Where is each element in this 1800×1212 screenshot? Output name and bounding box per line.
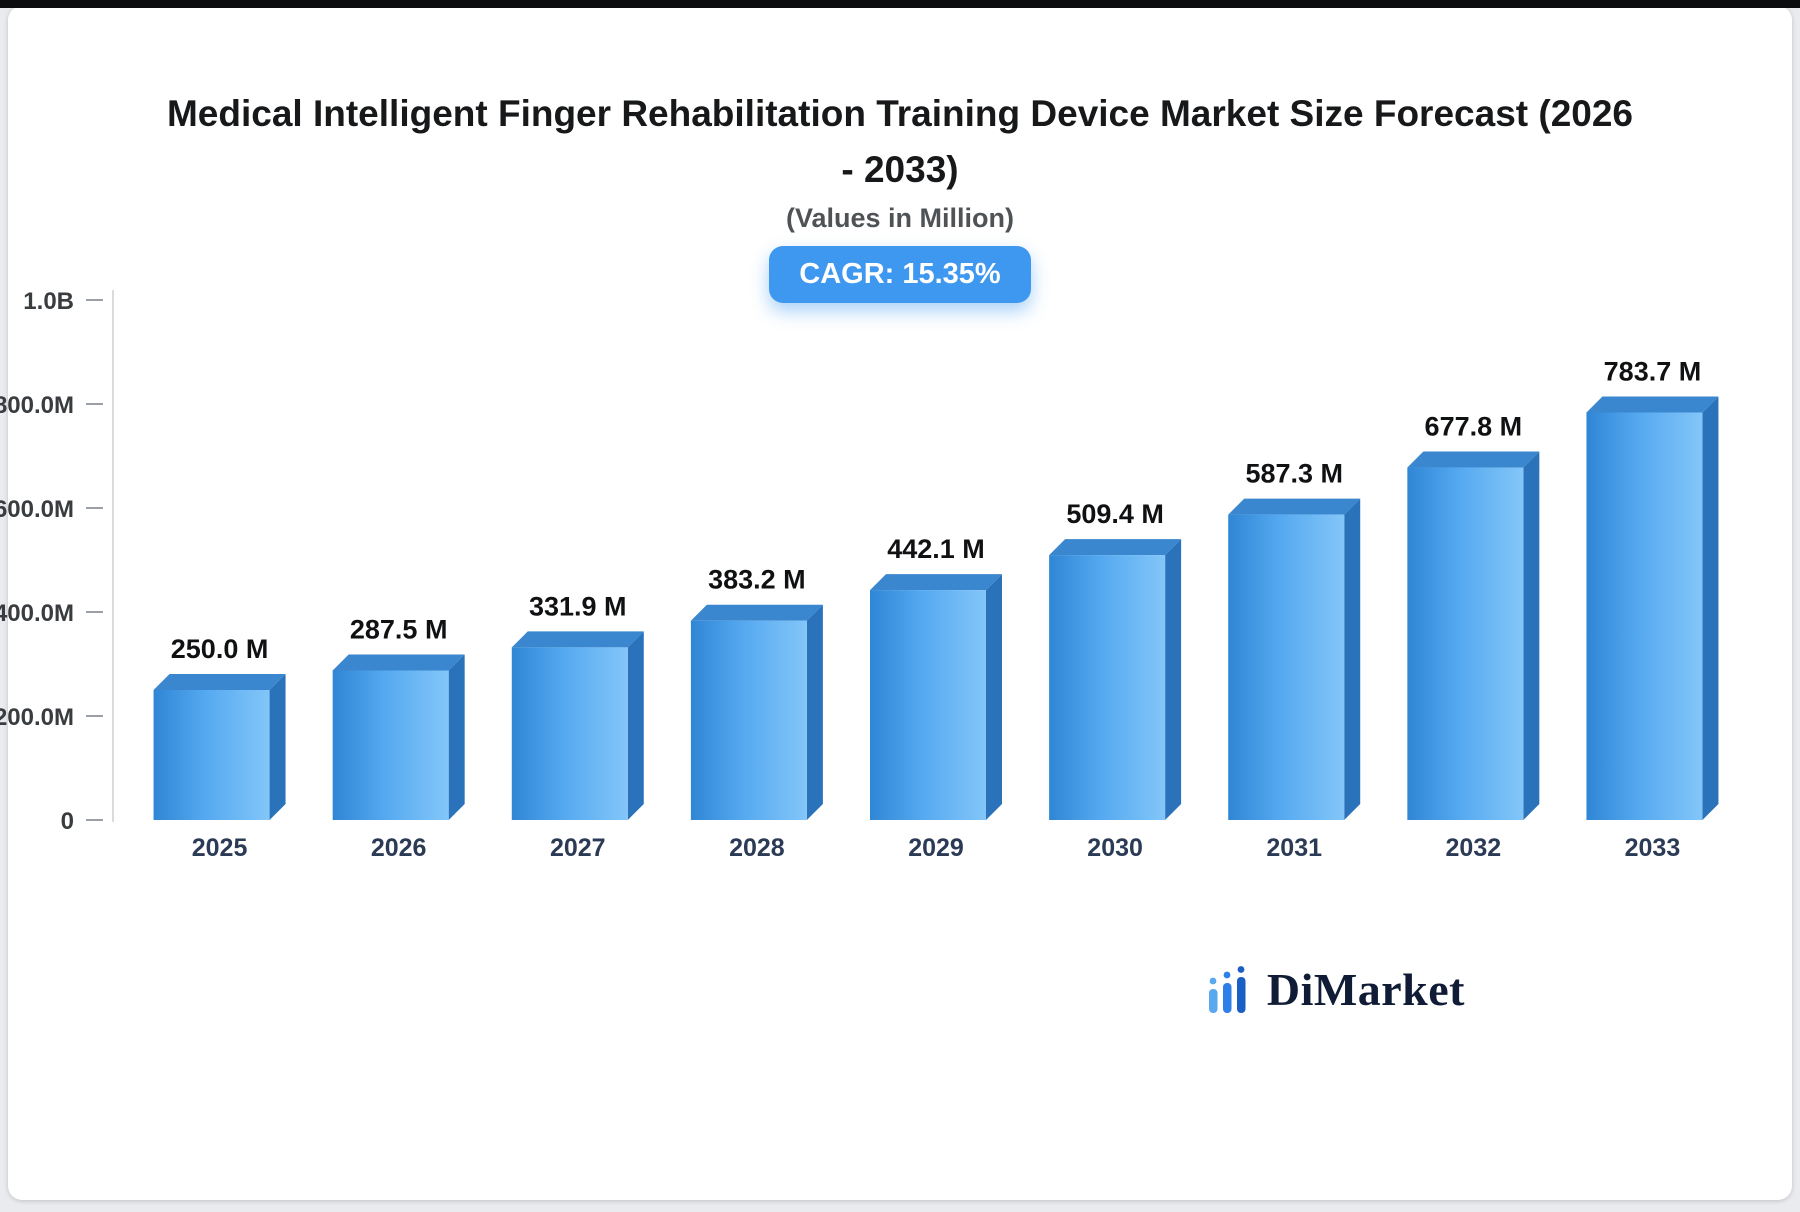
bar-top-face [1407, 451, 1540, 468]
bar-value-label: 587.3 M [1245, 459, 1343, 489]
bar-front-face [870, 590, 986, 820]
x-axis-label: 2029 [908, 834, 964, 862]
bar-side-face [806, 604, 823, 820]
top-border-strip [0, 0, 1800, 8]
bar-top-face [1228, 498, 1361, 515]
bar-side-face [1702, 396, 1719, 820]
bar-side-face [1523, 451, 1540, 820]
y-axis-label: 1.0B [23, 288, 74, 315]
bar-front-face [332, 670, 449, 820]
x-axis-label: 2033 [1625, 834, 1681, 862]
bar: 587.3 M 2031 [1228, 459, 1361, 862]
x-axis-label: 2030 [1087, 834, 1143, 862]
bar-front-face [1407, 467, 1524, 820]
bar-value-label: 783.7 M [1604, 356, 1702, 386]
bar: 250.0 M 2025 [153, 634, 286, 862]
bar-top-face [332, 654, 465, 671]
bar-top-face [511, 631, 644, 648]
bar-value-label: 250.0 M [171, 634, 269, 664]
bar-side-face [627, 631, 644, 820]
bar-front-face [1586, 412, 1703, 820]
bar: 783.7 M 2033 [1586, 356, 1719, 862]
bar-top-face [153, 674, 286, 690]
bar-value-label: 383.2 M [708, 565, 806, 595]
y-axis-label: 400.0M [0, 600, 74, 627]
bar-front-face [1049, 555, 1166, 820]
bar: 677.8 M 2032 [1407, 412, 1540, 862]
bar-top-face [870, 574, 1002, 591]
brand-name: DiMarket [1266, 964, 1465, 1015]
bar-value-label: 677.8 M [1425, 412, 1523, 442]
bar: 287.5 M 2026 [332, 615, 465, 862]
bar-front-face [153, 690, 270, 820]
bar-value-label: 509.4 M [1066, 499, 1164, 529]
y-axis-label: 600.0M [0, 496, 74, 523]
cagr-badge: CAGR: 15.35% [769, 246, 1031, 303]
bar-side-face [269, 674, 286, 820]
y-axis-label: 200.0M [0, 704, 74, 731]
bar: 442.1 M 2029 [870, 534, 1002, 862]
bar: 331.9 M 2027 [511, 591, 644, 862]
bar-value-label: 442.1 M [887, 534, 985, 564]
bar-front-face [690, 620, 807, 820]
chart-subtitle: (Values in Million) [785, 203, 1015, 233]
bar-side-face [1165, 539, 1182, 820]
bar-top-face [1049, 539, 1182, 556]
bar-side-face [448, 654, 465, 820]
bar-side-face [1344, 498, 1361, 820]
bar-value-label: 331.9 M [529, 591, 627, 621]
bar: 383.2 M 2028 [690, 565, 823, 862]
bar-top-face [1586, 396, 1719, 413]
y-axis-label: 0 [61, 808, 74, 835]
bar-front-face [1228, 514, 1345, 820]
bar-side-face [986, 574, 1002, 820]
x-axis-label: 2027 [550, 834, 606, 862]
chart-header: Medical Intelligent Finger Rehabilitatio… [0, 86, 1800, 303]
brand-logo: DiMarket [1203, 963, 1465, 1016]
x-axis-label: 2025 [192, 834, 248, 862]
x-axis-label: 2026 [371, 834, 427, 862]
x-axis-label: 2031 [1266, 834, 1322, 862]
chart-title: Medical Intelligent Finger Rehabilitatio… [166, 93, 1634, 190]
bar-top-face [690, 604, 823, 621]
x-axis-label: 2028 [729, 834, 785, 862]
y-axis-label: 800.0M [0, 392, 74, 419]
bar: 509.4 M 2030 [1049, 499, 1182, 862]
bar-value-label: 287.5 M [350, 615, 448, 645]
bar-front-face [511, 647, 628, 820]
x-axis-label: 2032 [1446, 834, 1502, 862]
dimarket-logo-icon [1208, 965, 1246, 1013]
